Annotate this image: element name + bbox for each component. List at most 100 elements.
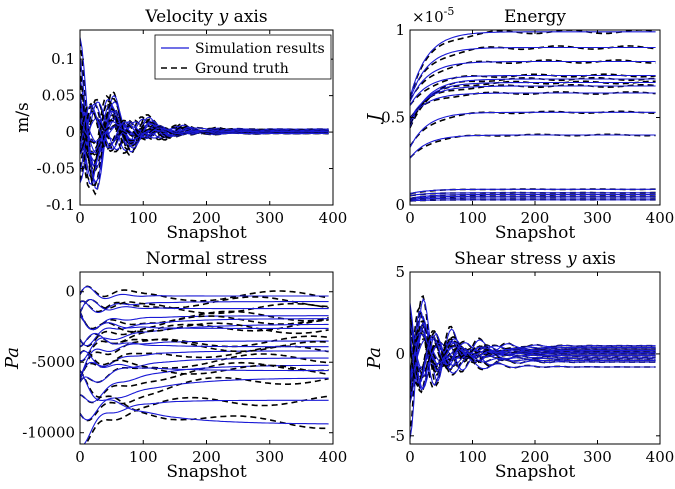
ground-truth-line <box>410 84 656 121</box>
ground-truth-line <box>80 370 329 430</box>
ground-truth-line <box>80 376 329 422</box>
simulation-line <box>410 303 656 391</box>
x-tick-label: 0 <box>405 448 415 466</box>
series-group <box>80 285 329 444</box>
ground-truth-line <box>410 133 656 159</box>
series-group <box>410 30 656 202</box>
x-tick-label: 100 <box>129 448 158 466</box>
ground-truth-line <box>410 295 656 437</box>
ground-truth-line <box>80 353 329 384</box>
simulation-line <box>410 297 656 440</box>
y-tick-label: 0 <box>65 123 75 141</box>
x-tick-label: 300 <box>255 448 284 466</box>
simulation-line <box>410 322 656 377</box>
ground-truth-line <box>80 298 329 315</box>
simulation-line <box>80 104 329 151</box>
y-tick-label: 0 <box>395 196 405 214</box>
x-tick-label: 200 <box>192 448 221 466</box>
y-axis-label: m/s <box>13 102 33 133</box>
x-tick-label: 100 <box>458 209 487 227</box>
x-tick-label: 100 <box>129 209 158 227</box>
simulation-line <box>80 286 329 300</box>
simulation-line <box>80 332 329 348</box>
simulation-line <box>410 193 656 200</box>
x-axis-label: Snapshot <box>495 462 576 482</box>
x-axis-label: Snapshot <box>495 223 576 243</box>
chart-title: Shear stress y axis <box>454 249 616 269</box>
x-tick-label: 0 <box>75 448 85 466</box>
ground-truth-line <box>410 30 656 98</box>
x-tick-label: 200 <box>521 209 550 227</box>
simulation-line <box>80 350 329 381</box>
x-tick-label: 300 <box>255 209 284 227</box>
y-axis-label: J <box>364 112 385 125</box>
simulation-line <box>410 310 656 405</box>
x-tick-label: 300 <box>583 448 612 466</box>
simulation-line <box>80 299 329 313</box>
ground-truth-line <box>410 45 656 99</box>
ground-truth-line <box>80 311 329 335</box>
x-tick-label: 400 <box>646 448 675 466</box>
panel-3: 0 100 200 300 400 -10000 -5000 0 Normal stress Sn… <box>2 249 347 482</box>
simulation-line <box>410 199 656 202</box>
plot-frame <box>409 29 661 206</box>
axis-exponent: ×10-5 <box>412 5 454 26</box>
chart-title: Normal stress <box>146 249 268 269</box>
y-tick-label: 0.1 <box>51 50 75 68</box>
x-tick-label: 200 <box>192 209 221 227</box>
simulation-line <box>410 197 656 201</box>
chart-title: Energy <box>504 7 566 27</box>
simulation-line <box>410 134 656 159</box>
simulation-line <box>80 323 329 362</box>
simulation-line <box>410 327 656 382</box>
series-group <box>410 295 656 440</box>
simulation-line <box>410 31 656 98</box>
simulation-line <box>80 315 329 331</box>
ground-truth-line <box>80 285 329 302</box>
x-tick-label: 100 <box>458 448 487 466</box>
y-tick-label: 5 <box>395 263 405 281</box>
simulation-line <box>80 357 329 383</box>
legend-box <box>154 34 332 80</box>
legend-truth-label: Ground truth <box>195 61 289 77</box>
y-axis-label: Pa <box>364 347 385 370</box>
simulation-line <box>80 340 329 378</box>
simulation-line <box>410 74 656 106</box>
ground-truth-line <box>84 395 329 444</box>
y-tick-label: 1 <box>395 21 405 39</box>
simulation-line <box>80 370 329 425</box>
ground-truth-line <box>410 73 656 106</box>
x-tick-label: 200 <box>521 448 550 466</box>
x-tick-label: 0 <box>75 209 85 227</box>
ground-truth-line <box>80 296 329 313</box>
simulation-line <box>80 377 329 421</box>
simulation-line <box>410 333 656 384</box>
y-axis-label: Pa <box>2 347 23 370</box>
simulation-line <box>410 78 656 128</box>
ground-truth-line <box>410 80 656 125</box>
x-tick-label: 400 <box>319 448 348 466</box>
panel-2: 0 100 200 300 400 0 0.5 1 Energy Snapshot J ×10-5 <box>364 5 674 243</box>
ground-truth-line <box>80 315 329 348</box>
y-tick-label: -0.1 <box>46 196 75 214</box>
series-group <box>80 37 329 196</box>
y-tick-label: -5 <box>390 427 405 445</box>
ground-truth-line <box>80 349 329 375</box>
x-tick-label: 400 <box>319 209 348 227</box>
simulation-line <box>410 321 656 404</box>
y-tick-label: -10000 <box>22 424 75 442</box>
x-axis-label: Snapshot <box>166 462 247 482</box>
ground-truth-line <box>410 59 656 101</box>
simulation-line <box>80 311 329 330</box>
simulation-line <box>80 364 329 403</box>
simulation-line <box>410 46 656 100</box>
y-tick-label: -0.05 <box>37 160 75 178</box>
simulation-line <box>83 399 329 444</box>
simulation-line <box>410 81 656 124</box>
legend: Simulation results Ground truth <box>154 34 332 80</box>
simulation-line <box>410 188 656 195</box>
y-tick-label: -5000 <box>32 353 75 371</box>
x-tick-label: 300 <box>583 209 612 227</box>
y-tick-label: 0.05 <box>42 87 75 105</box>
